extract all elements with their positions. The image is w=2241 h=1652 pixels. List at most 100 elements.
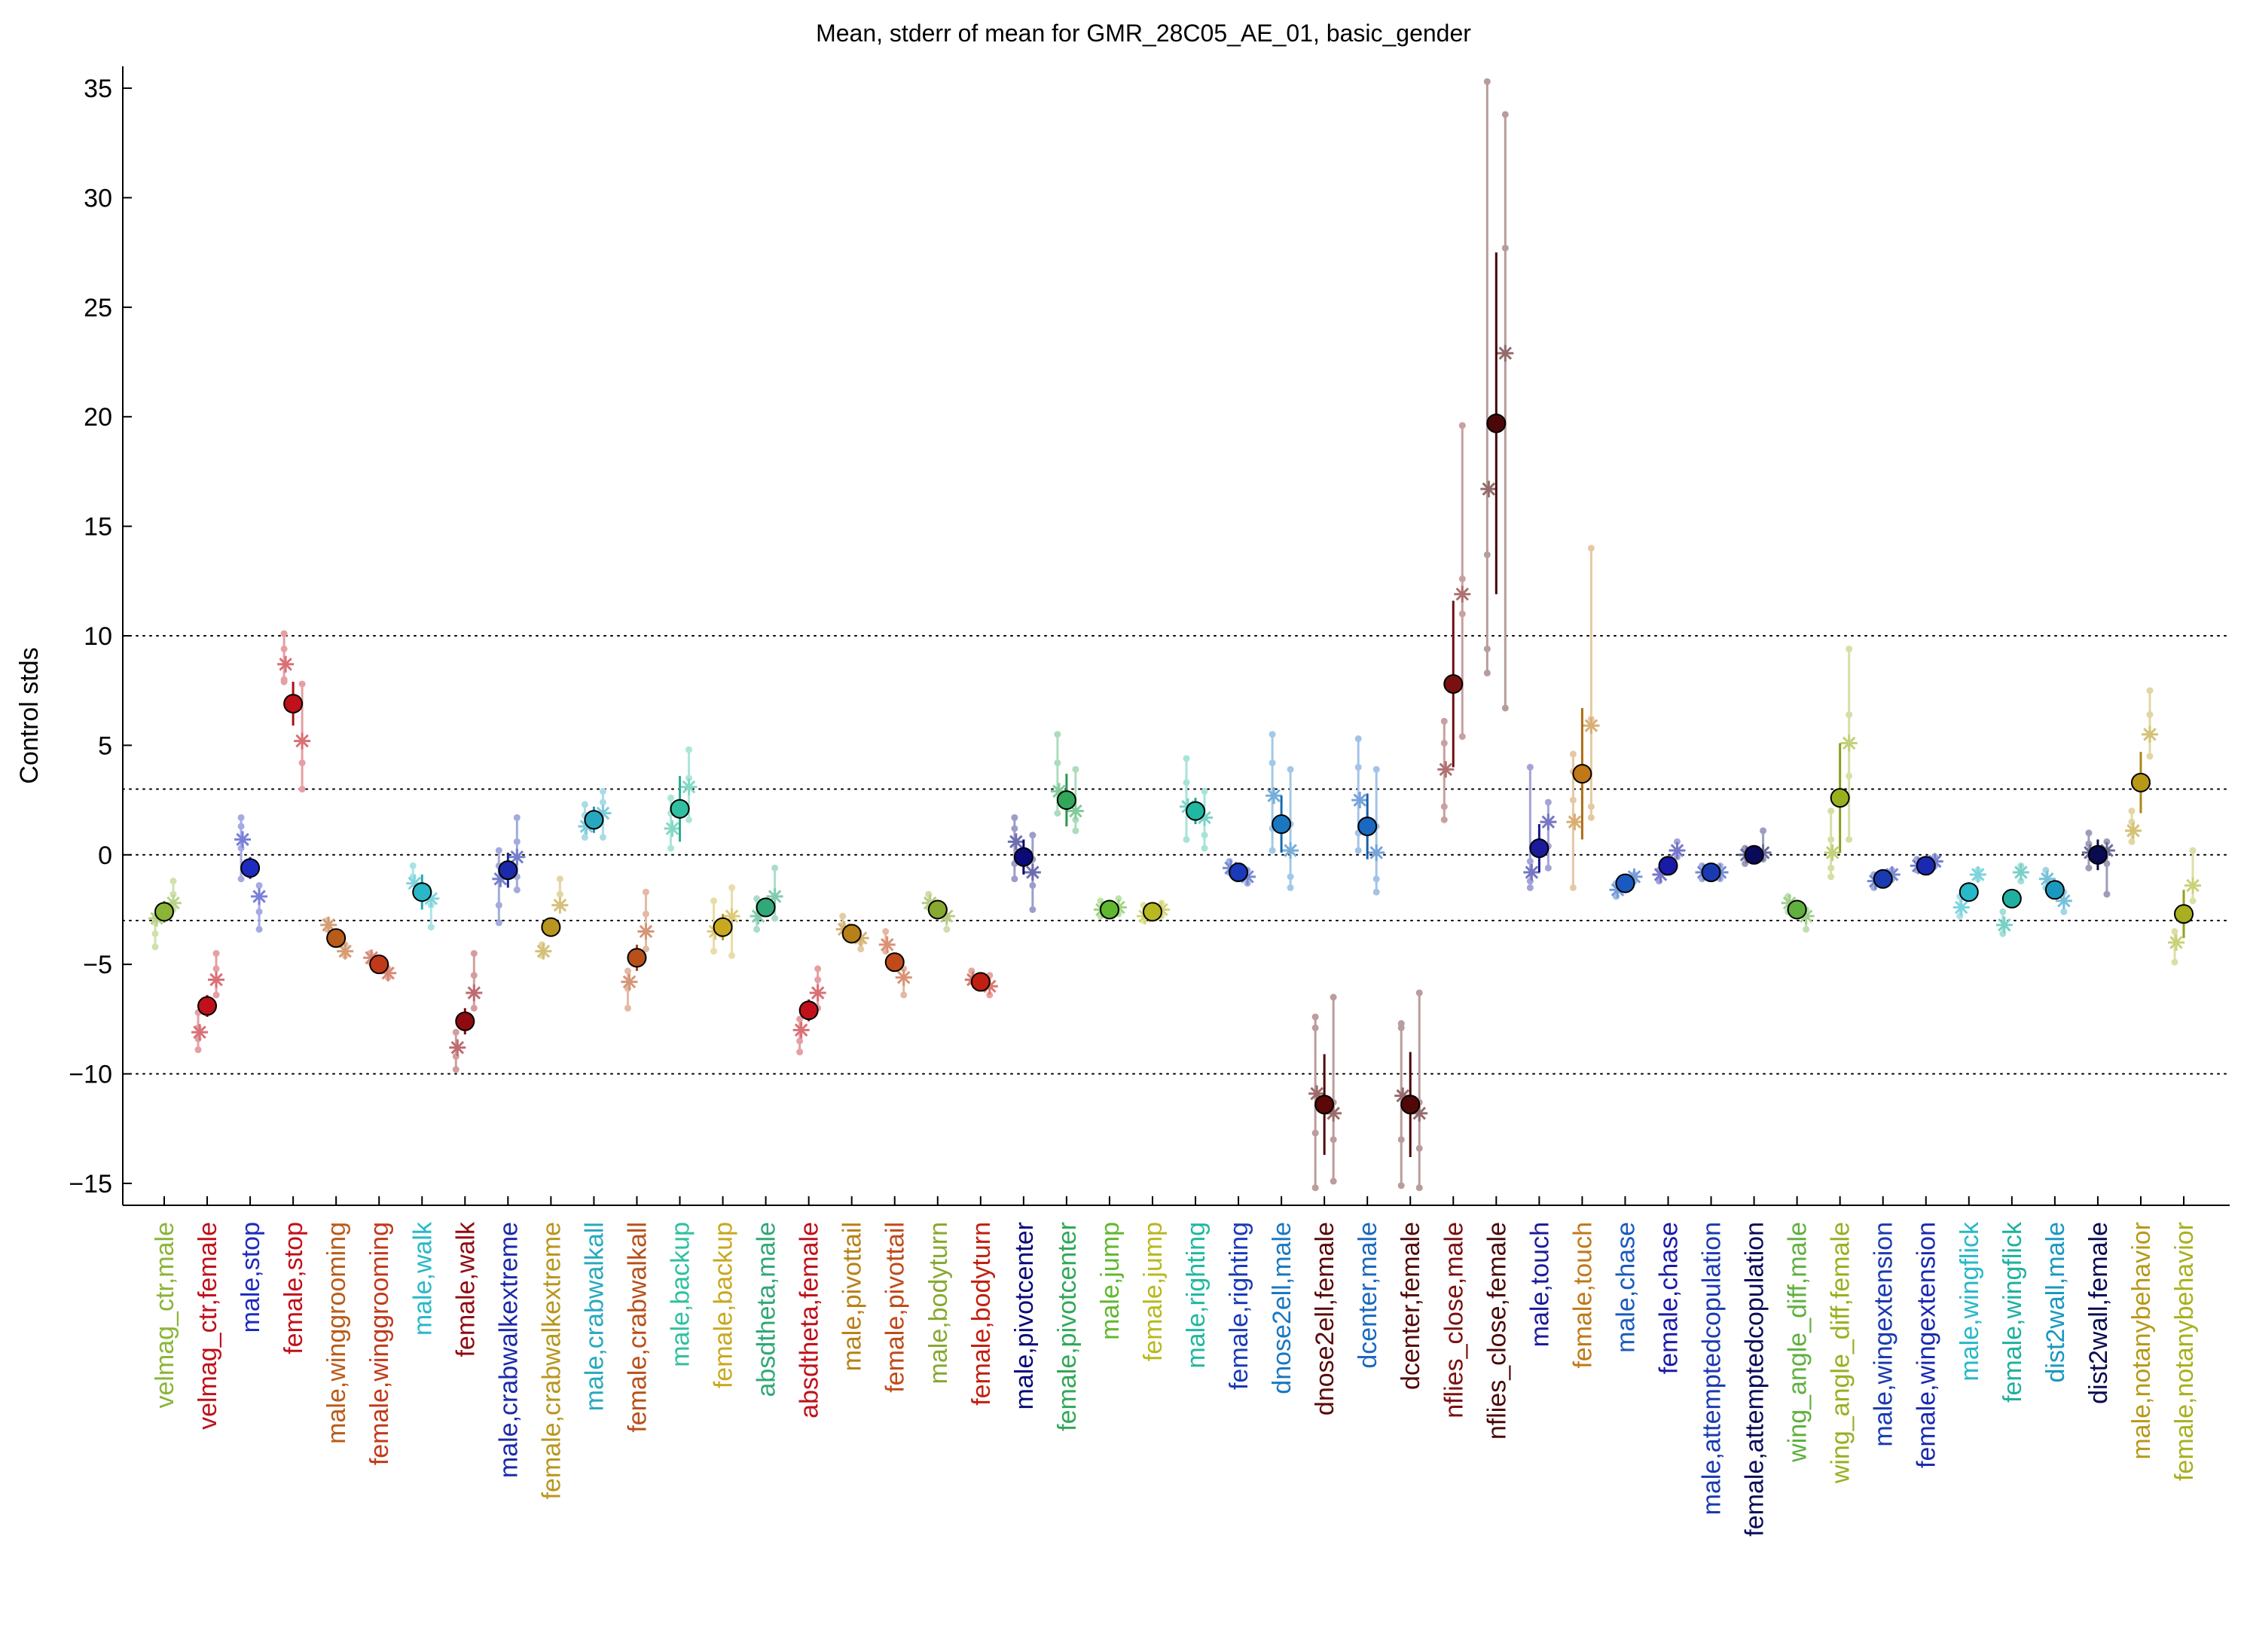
x-tick-label: male,winggrooming [322,1222,351,1444]
asterisk-stroke [1584,719,1598,732]
category-group [1952,866,1986,920]
sample-dot [2128,808,2136,815]
asterisk-stroke [1482,482,1496,496]
sample-dot [1587,814,1595,821]
category-group [320,916,354,960]
x-tick-label: female,touch [1568,1222,1597,1369]
asterisk-stroke [794,1023,808,1037]
category-group [1308,994,1342,1192]
asterisk-marker [621,973,638,991]
asterisk-stroke [2143,728,2157,741]
y-tick-label: 30 [84,184,112,212]
sample-dot [1483,645,1491,652]
asterisk-marker [1454,585,1471,603]
x-tick-label: dnose2ell,female [1311,1222,1339,1415]
sample-dot [1269,759,1276,767]
sample-dot [1483,78,1491,85]
mean-marker [1959,882,1979,902]
asterisk-stroke [1439,762,1453,777]
sample-dot [1072,816,1079,823]
y-tick-label: −15 [69,1170,112,1199]
sample-dot [495,902,502,909]
sample-dot [685,774,693,782]
asterisk-marker [234,831,252,848]
asterisk-marker [535,942,552,960]
sample-dot [255,908,263,915]
sample-dot [169,890,177,898]
x-tick-label: female,righting [1225,1222,1253,1390]
sample-dot [1526,857,1534,865]
asterisk-stroke [2014,866,2028,879]
sample-dot [237,875,245,883]
asterisk-marker [1282,841,1299,859]
asterisk-stroke [2041,872,2054,886]
mean-marker [2087,844,2108,865]
y-tick-label: 5 [98,731,112,760]
asterisk-marker [1969,866,1986,883]
sample-dot [298,786,306,793]
x-tick-label: female,notanybehavior [2170,1222,2199,1481]
sample-dot [882,928,890,936]
sample-dot [513,886,521,893]
asterisk-stroke [1009,835,1023,849]
asterisk-stroke [1825,846,1840,860]
sample-dot [2017,878,2025,885]
asterisk-stroke [1955,900,1968,915]
category-group [1566,545,1600,891]
category-group [964,967,998,999]
mean-marker [1142,902,1162,922]
asterisk-marker [1824,844,1841,861]
sample-dot [298,680,306,688]
sample-dot [685,816,693,823]
sample-dot [667,794,675,802]
asterisk-marker [449,1039,466,1056]
asterisk-stroke [338,944,352,958]
sample-dot [470,950,478,957]
mean-marker [1443,673,1464,694]
sample-dot [2146,711,2154,719]
x-tick-label: male,pivotcenter [1010,1222,1039,1409]
sample-dot [470,1004,478,1012]
mean-marker [283,694,304,714]
category-group [750,864,783,933]
x-tick-label: male,notanybehavior [2127,1222,2156,1460]
sample-dot [1526,763,1534,771]
asterisk-marker [809,984,826,1001]
sample-dot [2171,958,2178,966]
sample-dot [667,844,675,852]
asterisk-marker [2141,725,2158,743]
sample-dot [1483,551,1491,558]
sample-dot [599,787,606,795]
sample-dot [1673,838,1681,845]
x-tick-label: velmag_ctr,male [151,1222,179,1409]
sample-dot [1440,803,1448,811]
y-ticks: −15 −10 −5 0 5 10 15 20 25 30 35 [69,75,132,1199]
sample-dot [1440,739,1448,747]
asterisk-marker [1007,833,1024,850]
sample-dot [857,945,865,953]
sample-dot [1587,803,1595,811]
y-tick-label: 20 [84,403,112,432]
asterisk-marker [1540,814,1557,831]
asterisk-marker [466,984,483,1001]
mean-marker [1701,863,1721,883]
sample-dot [599,834,606,841]
sample-dot [1458,610,1466,618]
sample-dot [1458,422,1466,429]
category-group [835,912,869,953]
mean-marker [240,858,261,878]
sample-dot [796,1015,804,1023]
sample-dot [280,678,288,686]
sample-dot [900,991,908,999]
x-tick-label: female,jump [1139,1222,1168,1361]
sample-dot [710,948,718,955]
sample-dot [599,799,606,806]
mean-marker [455,1011,475,1031]
category-group [921,890,955,933]
x-tick-label: male,pivottail [838,1222,867,1371]
mean-marker [1529,838,1549,859]
sample-dot [1011,875,1018,883]
mean-marker [1229,863,1249,883]
sample-dot [1311,1184,1319,1192]
y-tick-label: 10 [84,622,112,651]
